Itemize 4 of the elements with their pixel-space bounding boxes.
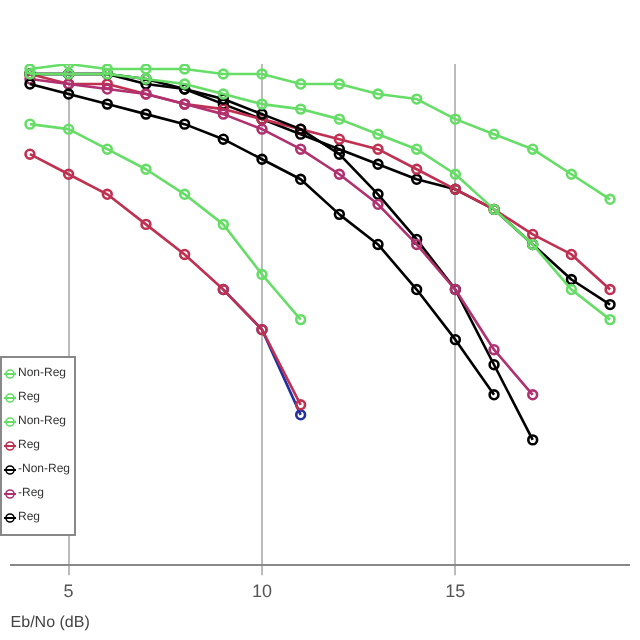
x-tick-label: 5 [63, 580, 74, 601]
x-axis-title: Eb/No (dB) [10, 612, 91, 631]
x-tick-label: 10 [251, 580, 272, 601]
x-tick-label: 15 [445, 580, 466, 601]
